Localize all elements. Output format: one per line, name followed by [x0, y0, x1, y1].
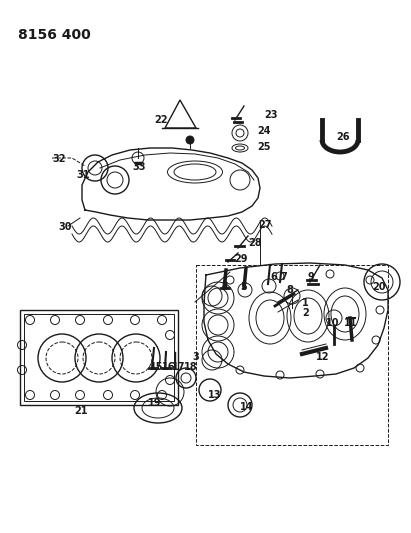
Text: 19: 19: [148, 398, 162, 408]
Text: 14: 14: [240, 402, 254, 412]
Text: 3: 3: [192, 352, 199, 362]
Text: 22: 22: [154, 115, 168, 125]
Text: 15: 15: [150, 362, 164, 372]
Text: 5: 5: [240, 282, 247, 292]
Bar: [20, 310, 178, 405]
Text: 13: 13: [208, 390, 222, 400]
Text: 25: 25: [257, 142, 270, 152]
Text: 2: 2: [302, 308, 309, 318]
Text: 30: 30: [58, 222, 72, 232]
Text: 9: 9: [308, 272, 315, 282]
Text: 32: 32: [52, 154, 65, 164]
Text: 24: 24: [257, 126, 270, 136]
Text: 1: 1: [302, 298, 309, 308]
Text: 20: 20: [372, 282, 386, 292]
Text: 4: 4: [222, 282, 229, 292]
Text: 29: 29: [234, 254, 247, 264]
Text: 17: 17: [172, 362, 185, 372]
Text: 31: 31: [76, 170, 90, 180]
Text: 12: 12: [316, 352, 330, 362]
Text: 10: 10: [326, 318, 339, 328]
Text: 7: 7: [280, 272, 287, 282]
Text: 8: 8: [286, 285, 293, 295]
Circle shape: [186, 136, 194, 144]
Text: 11: 11: [344, 318, 358, 328]
Text: 8156 400: 8156 400: [18, 28, 91, 42]
Bar: [196, 265, 388, 445]
Text: 26: 26: [336, 132, 349, 142]
Text: 23: 23: [264, 110, 277, 120]
Text: 16: 16: [162, 362, 175, 372]
Text: 18: 18: [184, 362, 198, 372]
Text: 33: 33: [132, 162, 145, 172]
Text: 28: 28: [248, 238, 262, 248]
Text: 27: 27: [258, 220, 272, 230]
Bar: [24, 314, 174, 401]
Text: 21: 21: [74, 406, 88, 416]
Text: 6: 6: [270, 272, 277, 282]
